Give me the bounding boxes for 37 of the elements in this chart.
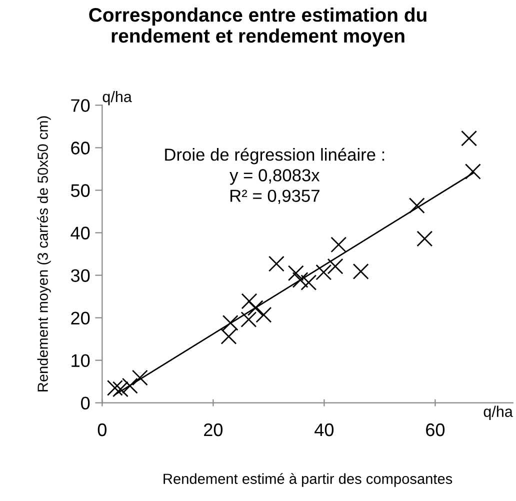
point: [220, 328, 237, 344]
point: [256, 306, 272, 323]
point: [464, 164, 481, 180]
annotation: Droie de régression linéaire : y = 0,8083x R² = 0,9357: [165, 148, 384, 204]
point: [288, 265, 304, 282]
point: [327, 258, 344, 274]
x-tick-label: 40: [314, 423, 334, 436]
point: [408, 198, 425, 214]
y-tick-label: 60: [71, 142, 90, 154]
point: [416, 230, 433, 247]
y-tick-label: 0: [81, 396, 90, 410]
point: [352, 263, 369, 280]
y-tick-label: 70: [71, 99, 90, 112]
point: [247, 300, 264, 316]
point: [461, 130, 478, 146]
y-tick-label: 20: [71, 312, 90, 324]
point: [268, 256, 284, 272]
chart-title: Correspondance entre estimation du rendement et rendement moyen: [89, 8, 426, 47]
point: [241, 293, 258, 310]
x-axis-title: Rendement estimé à partir des composantes: [164, 473, 452, 487]
y-tick-label: 10: [72, 354, 90, 368]
point: [132, 370, 148, 386]
point: [240, 312, 257, 328]
x-tick-label: 0: [98, 423, 106, 436]
annotation: q/ha: [102, 90, 132, 106]
point: [330, 236, 347, 253]
y-tick-label: 50: [71, 184, 90, 197]
point: [300, 274, 317, 290]
x-tick-label: 60: [426, 423, 445, 436]
x-tick-label: 20: [204, 423, 223, 436]
y-tick-label: 30: [70, 269, 90, 282]
point: [316, 264, 332, 280]
y-tick-label: 40: [70, 226, 90, 240]
point: [222, 314, 238, 331]
text: q/ha: [484, 406, 513, 420]
y-axis-title: Rendement moyen (3 carrés de 50x50 cm): [37, 116, 51, 392]
point: [292, 272, 308, 288]
